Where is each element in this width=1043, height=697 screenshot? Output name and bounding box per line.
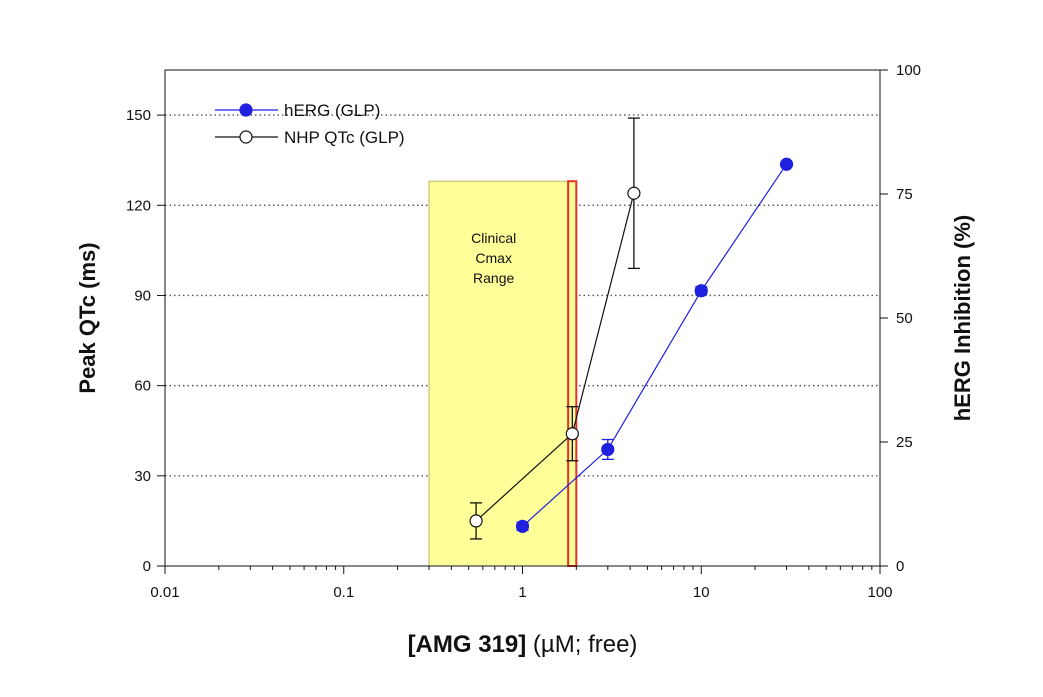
y-left-tick-label: 150 xyxy=(126,107,151,124)
y-left-tick-label: 60 xyxy=(134,378,151,395)
y-axis-right-title: hERG Inhibition (%) xyxy=(950,215,975,422)
data-point-0-1 xyxy=(601,442,615,457)
x-axis-title-bold: [AMG 319] xyxy=(408,631,527,658)
y-right-tick-label: 100 xyxy=(896,62,921,79)
y-left-tick-label: 30 xyxy=(134,468,151,485)
y-left-tick-label: 0 xyxy=(143,558,151,575)
data-point-1-1 xyxy=(565,427,579,441)
clinical-label-line-1: Clinical xyxy=(471,230,516,246)
data-point-0-2 xyxy=(694,284,708,298)
x-tick-label: 10 xyxy=(693,584,710,601)
x-tick-label: 1 xyxy=(518,584,526,601)
legend-marker-herg xyxy=(239,103,253,117)
y-right-tick-label: 75 xyxy=(896,186,913,203)
y-right-tick-label: 0 xyxy=(896,558,904,575)
x-tick-label: 100 xyxy=(867,584,892,601)
series-group xyxy=(469,117,794,540)
data-point-1-2 xyxy=(627,186,641,200)
data-point-0-3 xyxy=(779,157,794,171)
x-ticks: 0.01 0.1 1 10 100 xyxy=(150,566,893,601)
y-left-tick-label: 120 xyxy=(126,197,151,214)
x-tick-label: 0.01 xyxy=(150,584,179,601)
y-left-ticks: 0 30 60 90 120 150 xyxy=(126,107,165,575)
x-axis-title: [AMG 319] (µM; free) xyxy=(408,631,638,658)
shaded-region-group: Clinical Cmax Range xyxy=(428,180,578,567)
series-line-0 xyxy=(522,163,787,527)
data-point-0-0 xyxy=(515,519,530,533)
data-point-1-0 xyxy=(469,514,483,528)
y-right-tick-label: 25 xyxy=(896,434,913,451)
clinical-label-line-3: Range xyxy=(473,270,514,286)
legend-label-nhp: NHP QTc (GLP) xyxy=(284,128,405,147)
y-axis-left-title: Peak QTc (ms) xyxy=(75,242,100,393)
legend-marker-nhp xyxy=(239,130,253,144)
y-right-ticks: 0 25 50 75 100 xyxy=(880,62,921,575)
x-axis-title-units: (µM; free) xyxy=(526,631,637,658)
legend: hERG (GLP) NHP QTc (GLP) xyxy=(215,101,405,147)
clinical-cmax-region xyxy=(428,180,577,567)
x-tick-label: 0.1 xyxy=(333,584,354,601)
clinical-label-line-2: Cmax xyxy=(475,250,512,266)
legend-label-herg: hERG (GLP) xyxy=(284,101,380,120)
y-right-tick-label: 50 xyxy=(896,310,913,327)
y-left-tick-label: 90 xyxy=(134,287,151,304)
